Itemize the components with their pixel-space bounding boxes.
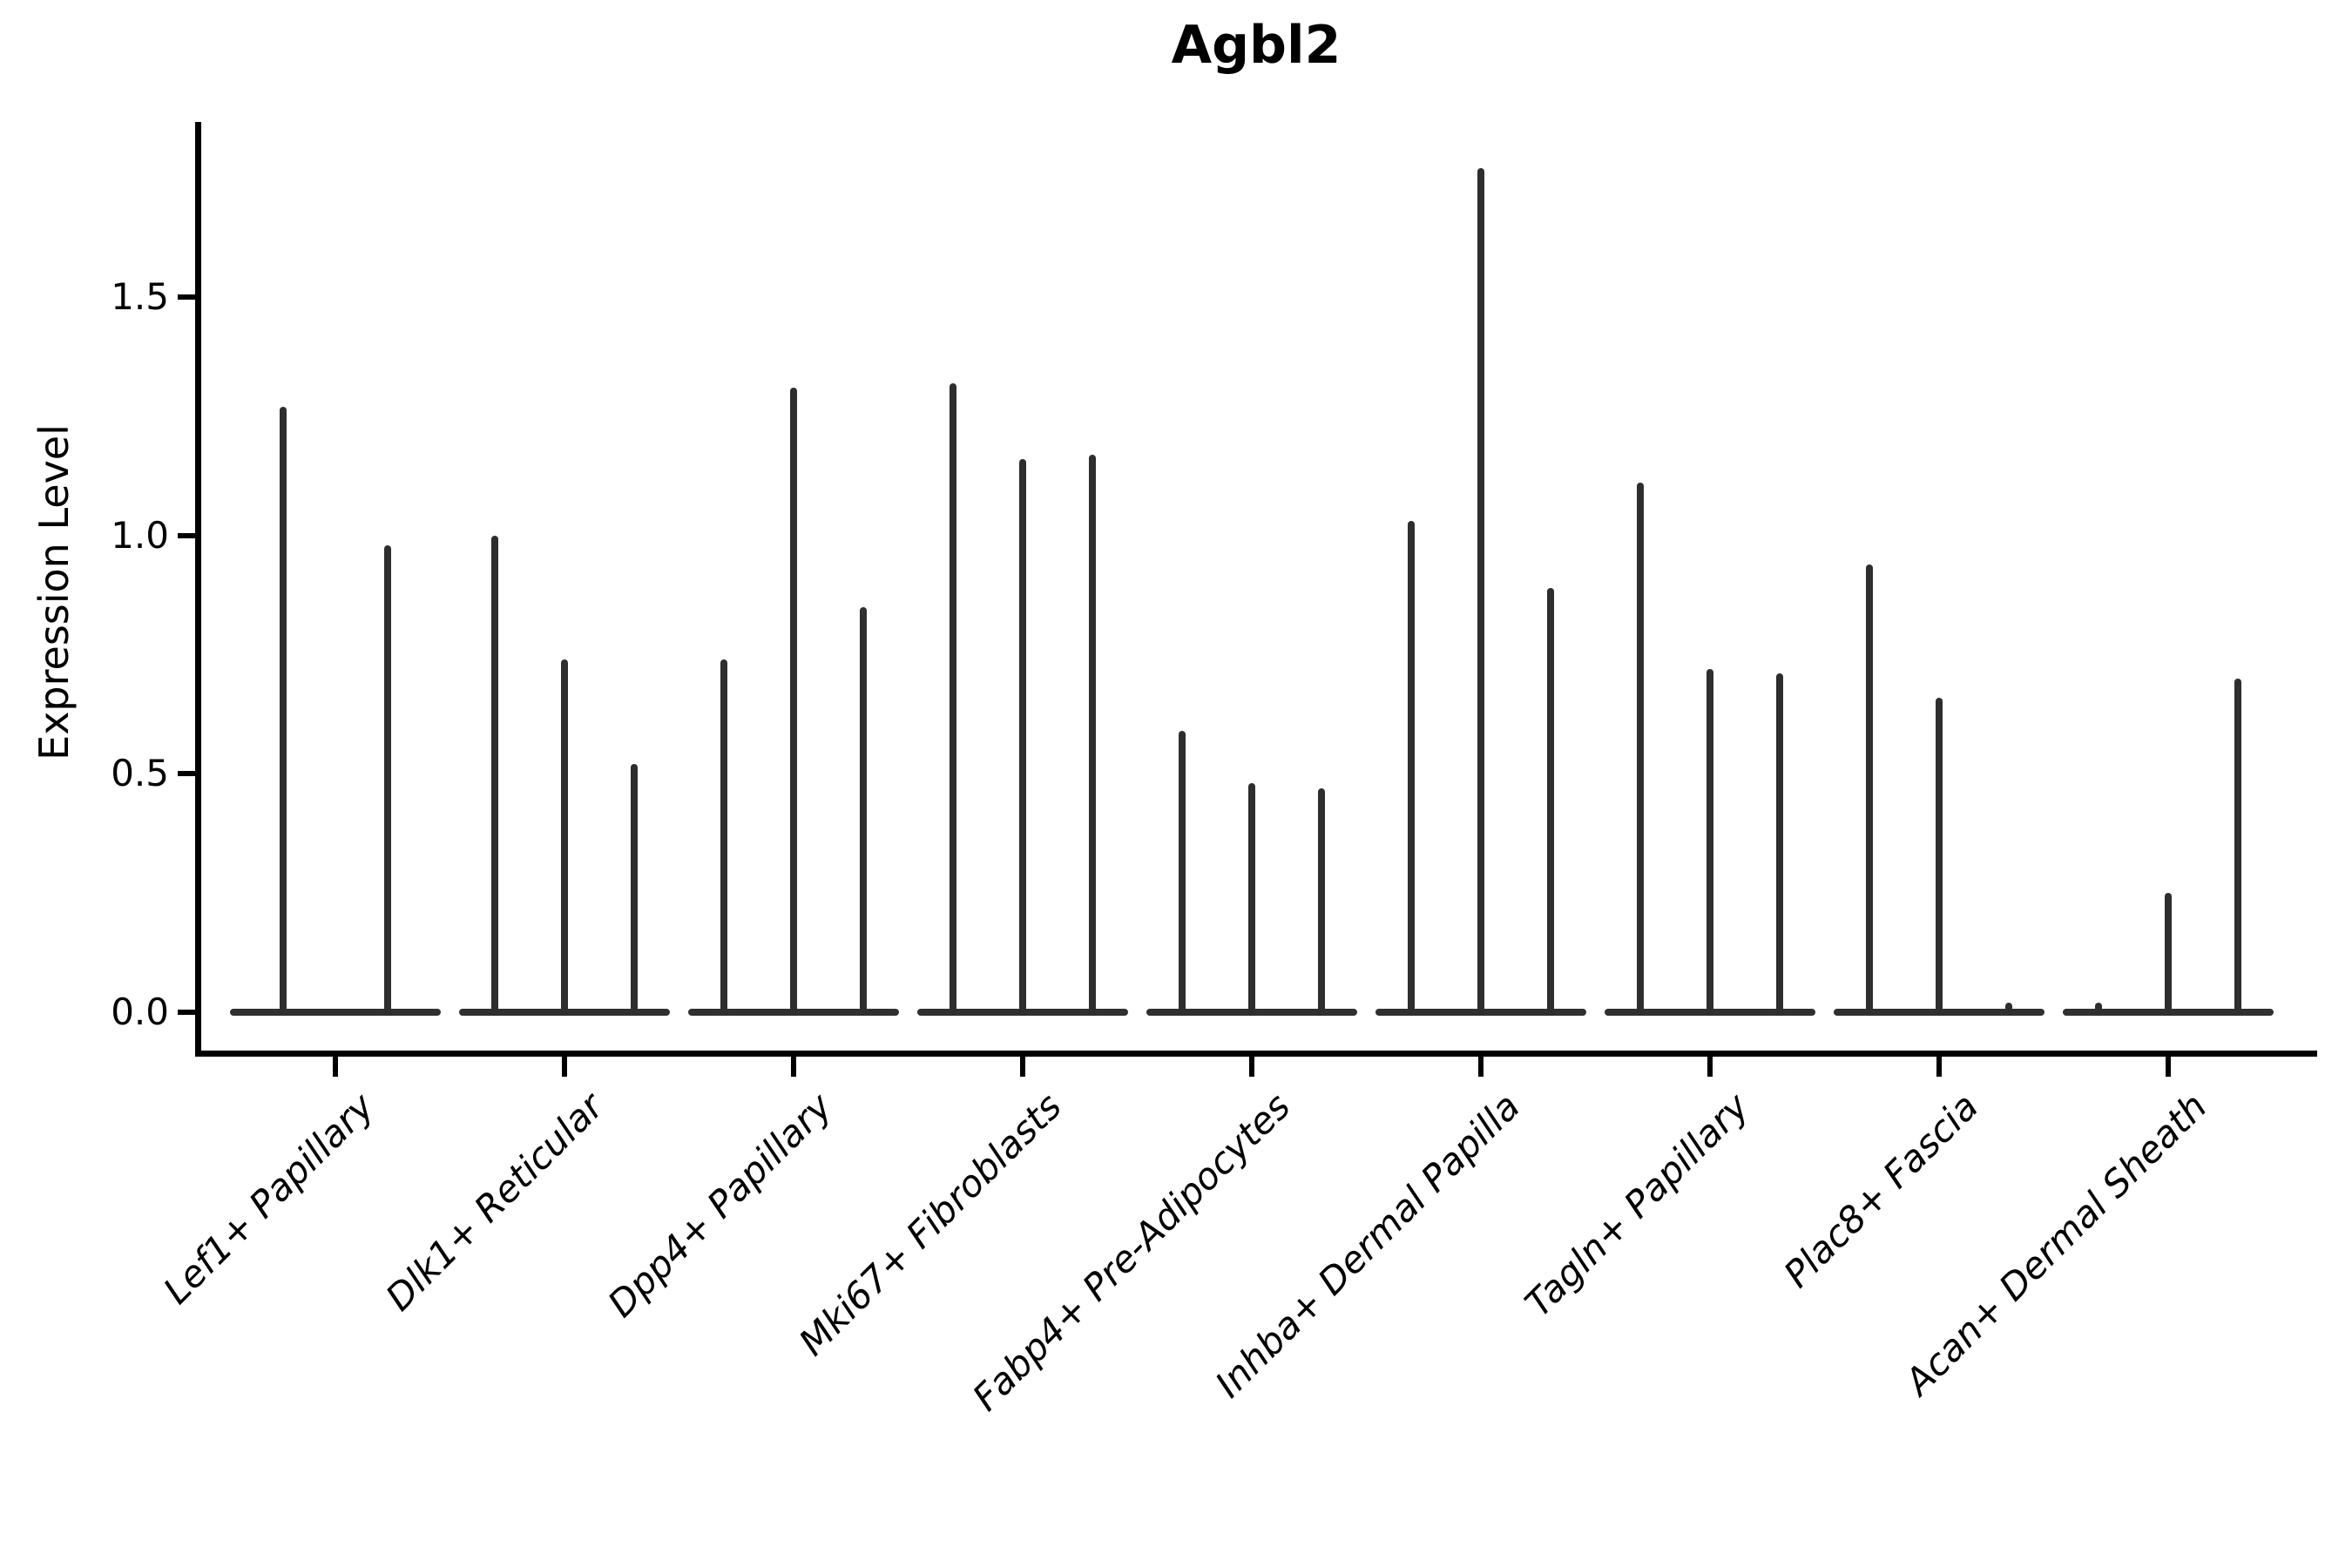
violin-spike	[1089, 454, 1096, 1016]
y-tick-label: 1.5	[111, 275, 169, 318]
violin-spike	[1248, 783, 1255, 1016]
y-tick-label: 0.5	[111, 752, 169, 795]
violin-spike	[280, 406, 287, 1016]
violin-spike	[950, 382, 956, 1016]
x-tick-mark	[791, 1057, 796, 1077]
violin-spike	[1318, 787, 1325, 1016]
x-tick-mark	[562, 1057, 567, 1077]
y-tick-mark	[178, 771, 195, 777]
x-tick-label: Tagln+ Papillary	[1517, 1085, 1757, 1326]
violin-spike	[631, 764, 638, 1016]
violin-spike	[1179, 731, 1186, 1016]
violin-spike	[790, 387, 797, 1016]
violin-spike	[1776, 673, 1783, 1016]
x-tick-mark	[1478, 1057, 1484, 1077]
violin-spike	[491, 535, 498, 1016]
x-tick-label: Lef1+ Papillary	[155, 1085, 382, 1313]
x-tick-mark	[1936, 1057, 1942, 1077]
violin-spike	[2234, 678, 2241, 1016]
y-axis-label: Expression Level	[30, 424, 78, 760]
violin-spike	[1707, 668, 1713, 1016]
x-tick-mark	[2166, 1057, 2171, 1077]
violin-spike	[2095, 1003, 2102, 1016]
y-tick-label: 0.0	[111, 990, 169, 1033]
violin-spike	[384, 544, 391, 1016]
violin-spike	[1547, 587, 1554, 1016]
x-tick-label: Dpp4+ Papillary	[599, 1085, 841, 1326]
violin-spike	[1019, 459, 1026, 1016]
y-tick-mark	[178, 532, 195, 538]
x-tick-mark	[1020, 1057, 1025, 1077]
x-tick-mark	[1249, 1057, 1254, 1077]
y-tick-mark	[178, 294, 195, 300]
violin-spike	[1477, 168, 1484, 1016]
violin-spike	[1637, 483, 1644, 1016]
violin-spike	[720, 659, 727, 1016]
violin-spike	[1936, 697, 1943, 1016]
y-tick-label: 1.0	[111, 513, 169, 557]
x-tick-label: Mki67+ Fibroblasts	[790, 1085, 1070, 1364]
x-tick-mark	[1707, 1057, 1713, 1077]
plot-title: Agbl2	[1171, 15, 1342, 76]
x-tick-label: Dlk1+ Reticular	[377, 1085, 612, 1320]
violin-spike	[2165, 893, 2172, 1016]
violin-spike	[1408, 521, 1415, 1016]
violin-spike	[2005, 1003, 2012, 1016]
violin-spike	[860, 606, 867, 1016]
y-axis-spine	[195, 122, 201, 1057]
violin-spike	[561, 659, 568, 1016]
x-axis-spine	[195, 1051, 2317, 1057]
violin-base	[230, 1009, 441, 1016]
x-tick-label: Plac8+ Fascia	[1774, 1085, 1986, 1296]
x-tick-mark	[333, 1057, 338, 1077]
violin-spike	[1866, 564, 1873, 1016]
y-tick-mark	[178, 1010, 195, 1015]
